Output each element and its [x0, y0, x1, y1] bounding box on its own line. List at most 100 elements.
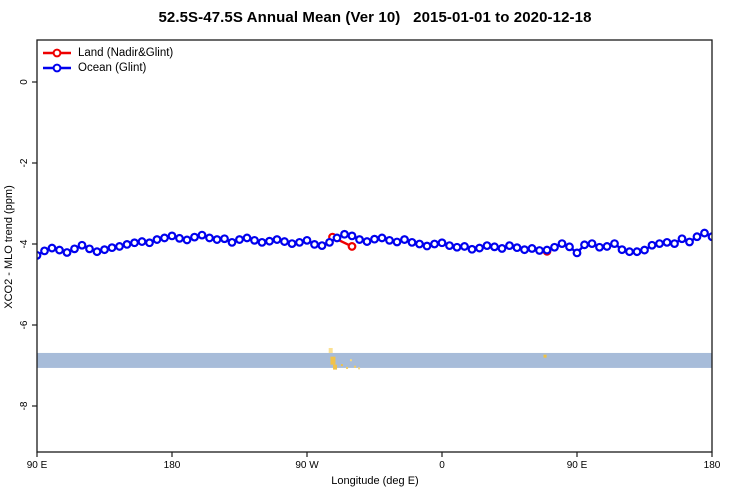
ocean-point	[407, 237, 417, 247]
ocean-point	[497, 244, 507, 253]
ocean-point	[490, 242, 499, 252]
ocean-point	[700, 228, 709, 238]
legend-label-land: Land (Nadir&Glint)	[78, 46, 174, 59]
ocean-point	[572, 248, 582, 258]
legend-label-ocean: Ocean (Glint)	[78, 61, 147, 74]
ocean-point	[310, 240, 319, 249]
ocean-point	[40, 246, 49, 256]
ocean-point	[355, 235, 364, 244]
ocean-point	[565, 242, 574, 252]
ocean-point	[197, 230, 207, 240]
ocean-point	[685, 237, 694, 247]
ocean-point	[100, 245, 109, 255]
x-axis-title: Longitude (deg E)	[331, 475, 419, 487]
ocean-point	[550, 242, 559, 252]
legend-item-ocean: Ocean (Glint)	[42, 60, 173, 75]
ocean-point	[640, 245, 649, 255]
ocean-point	[460, 242, 469, 251]
yellow-mark	[358, 367, 361, 370]
ocean-point	[655, 239, 664, 248]
plot-border	[36, 39, 713, 453]
ocean-point	[482, 241, 492, 251]
ocean-point	[422, 241, 432, 251]
x-axis: 90 E 180 90 W 0 90 E 180	[27, 452, 721, 471]
ocean-point	[647, 240, 657, 250]
y-tick-label: 0	[19, 79, 30, 85]
x-tick-label: 90 E	[27, 460, 48, 471]
ocean-point	[137, 237, 147, 246]
ocean-point	[535, 246, 544, 255]
ocean-point	[280, 237, 289, 246]
ocean-point	[107, 243, 117, 253]
ocean-point	[70, 244, 79, 254]
plot-inner	[36, 228, 713, 370]
ocean-point	[617, 245, 627, 255]
yellow-mark	[330, 356, 336, 365]
ocean-point	[257, 237, 267, 247]
y-tick-label: -4	[19, 239, 30, 248]
trend-band	[37, 352, 712, 368]
ocean-point	[167, 231, 177, 241]
yellow-mark	[340, 364, 343, 367]
ocean-point	[587, 239, 597, 248]
ocean-point	[122, 240, 132, 249]
ocean-point	[370, 234, 379, 244]
ocean-point	[527, 244, 537, 253]
ocean-point	[227, 237, 237, 247]
ocean-point	[325, 237, 334, 247]
ocean-point	[242, 233, 252, 243]
ocean-point	[632, 247, 642, 257]
ocean-point	[625, 247, 634, 257]
y-axis-title: XCO2 - MLO trend (ppm)	[3, 185, 15, 309]
yellow-mark	[333, 364, 338, 370]
ocean-point	[250, 235, 259, 245]
ocean-point	[295, 237, 304, 247]
y-tick-label: -8	[19, 401, 30, 410]
ocean-point	[542, 245, 552, 255]
ocean-point	[175, 233, 184, 243]
ocean-point	[55, 245, 64, 255]
x-tick-label: 180	[704, 460, 721, 471]
ocean-point	[332, 233, 342, 243]
ocean-point	[505, 241, 514, 251]
ocean-point	[400, 235, 409, 244]
y-axis: 0 -2 -4 -6 -8	[19, 79, 37, 410]
ocean-point	[182, 235, 192, 245]
ocean-point	[152, 235, 162, 244]
ocean-point	[580, 240, 589, 250]
ocean-point	[467, 244, 477, 254]
ocean-point	[235, 235, 244, 244]
y-tick-label: -6	[19, 320, 30, 329]
ocean-point	[145, 238, 154, 248]
ocean-marker-icon	[43, 63, 71, 72]
chart-title: 52.5S-47.5S Annual Mean (Ver 10) 2015-01…	[158, 9, 592, 26]
ocean-point	[362, 237, 372, 246]
ocean-point	[602, 242, 612, 251]
x-tick-label: 0	[439, 460, 445, 471]
ocean-point	[220, 234, 229, 244]
ocean-point	[475, 243, 484, 253]
ocean-point	[385, 235, 394, 245]
land-legend-circle	[52, 48, 62, 57]
ocean-point	[452, 242, 462, 252]
ocean-point	[677, 234, 687, 244]
ocean-point	[437, 238, 447, 248]
ocean-point	[415, 239, 424, 249]
ocean-point	[557, 239, 567, 248]
ocean-point	[272, 235, 282, 244]
ocean-point	[287, 239, 297, 248]
yellow-mark	[543, 354, 547, 358]
ocean-point	[92, 247, 102, 257]
ocean-point	[317, 241, 327, 251]
ocean-point	[160, 233, 169, 243]
x-tick-label: 90 E	[567, 460, 588, 471]
ocean-point	[610, 239, 619, 248]
ocean-point	[302, 235, 312, 245]
ocean-series	[36, 228, 713, 260]
ocean-legend-circle	[52, 63, 62, 72]
ocean-point	[77, 240, 87, 250]
x-tick-label: 180	[164, 460, 181, 471]
ocean-point	[340, 229, 349, 239]
